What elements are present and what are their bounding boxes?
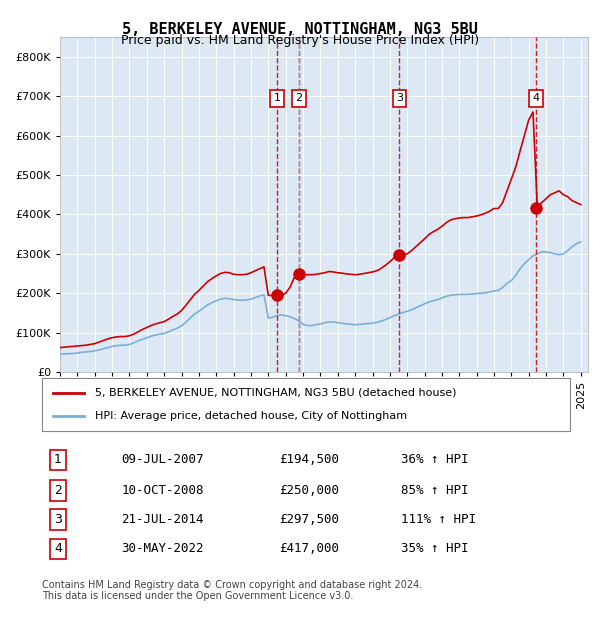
- Text: £417,000: £417,000: [280, 542, 340, 556]
- Text: 111% ↑ HPI: 111% ↑ HPI: [401, 513, 476, 526]
- Text: 2: 2: [54, 484, 62, 497]
- Text: 10-OCT-2008: 10-OCT-2008: [121, 484, 204, 497]
- Text: £297,500: £297,500: [280, 513, 340, 526]
- Text: 3: 3: [396, 93, 403, 104]
- Text: 35% ↑ HPI: 35% ↑ HPI: [401, 542, 469, 556]
- Text: 21-JUL-2014: 21-JUL-2014: [121, 513, 204, 526]
- Text: 5, BERKELEY AVENUE, NOTTINGHAM, NG3 5BU (detached house): 5, BERKELEY AVENUE, NOTTINGHAM, NG3 5BU …: [95, 388, 457, 398]
- Text: £250,000: £250,000: [280, 484, 340, 497]
- Text: £194,500: £194,500: [280, 453, 340, 466]
- Text: Price paid vs. HM Land Registry's House Price Index (HPI): Price paid vs. HM Land Registry's House …: [121, 34, 479, 47]
- Text: HPI: Average price, detached house, City of Nottingham: HPI: Average price, detached house, City…: [95, 411, 407, 421]
- Text: 4: 4: [54, 542, 62, 556]
- Text: 4: 4: [532, 93, 539, 104]
- Text: 1: 1: [274, 93, 281, 104]
- Text: 85% ↑ HPI: 85% ↑ HPI: [401, 484, 469, 497]
- Text: 2: 2: [296, 93, 302, 104]
- Text: 1: 1: [54, 453, 62, 466]
- Text: 30-MAY-2022: 30-MAY-2022: [121, 542, 204, 556]
- Text: Contains HM Land Registry data © Crown copyright and database right 2024.
This d: Contains HM Land Registry data © Crown c…: [42, 580, 422, 601]
- Text: 09-JUL-2007: 09-JUL-2007: [121, 453, 204, 466]
- Text: 36% ↑ HPI: 36% ↑ HPI: [401, 453, 469, 466]
- Text: 5, BERKELEY AVENUE, NOTTINGHAM, NG3 5BU: 5, BERKELEY AVENUE, NOTTINGHAM, NG3 5BU: [122, 22, 478, 37]
- Text: 3: 3: [54, 513, 62, 526]
